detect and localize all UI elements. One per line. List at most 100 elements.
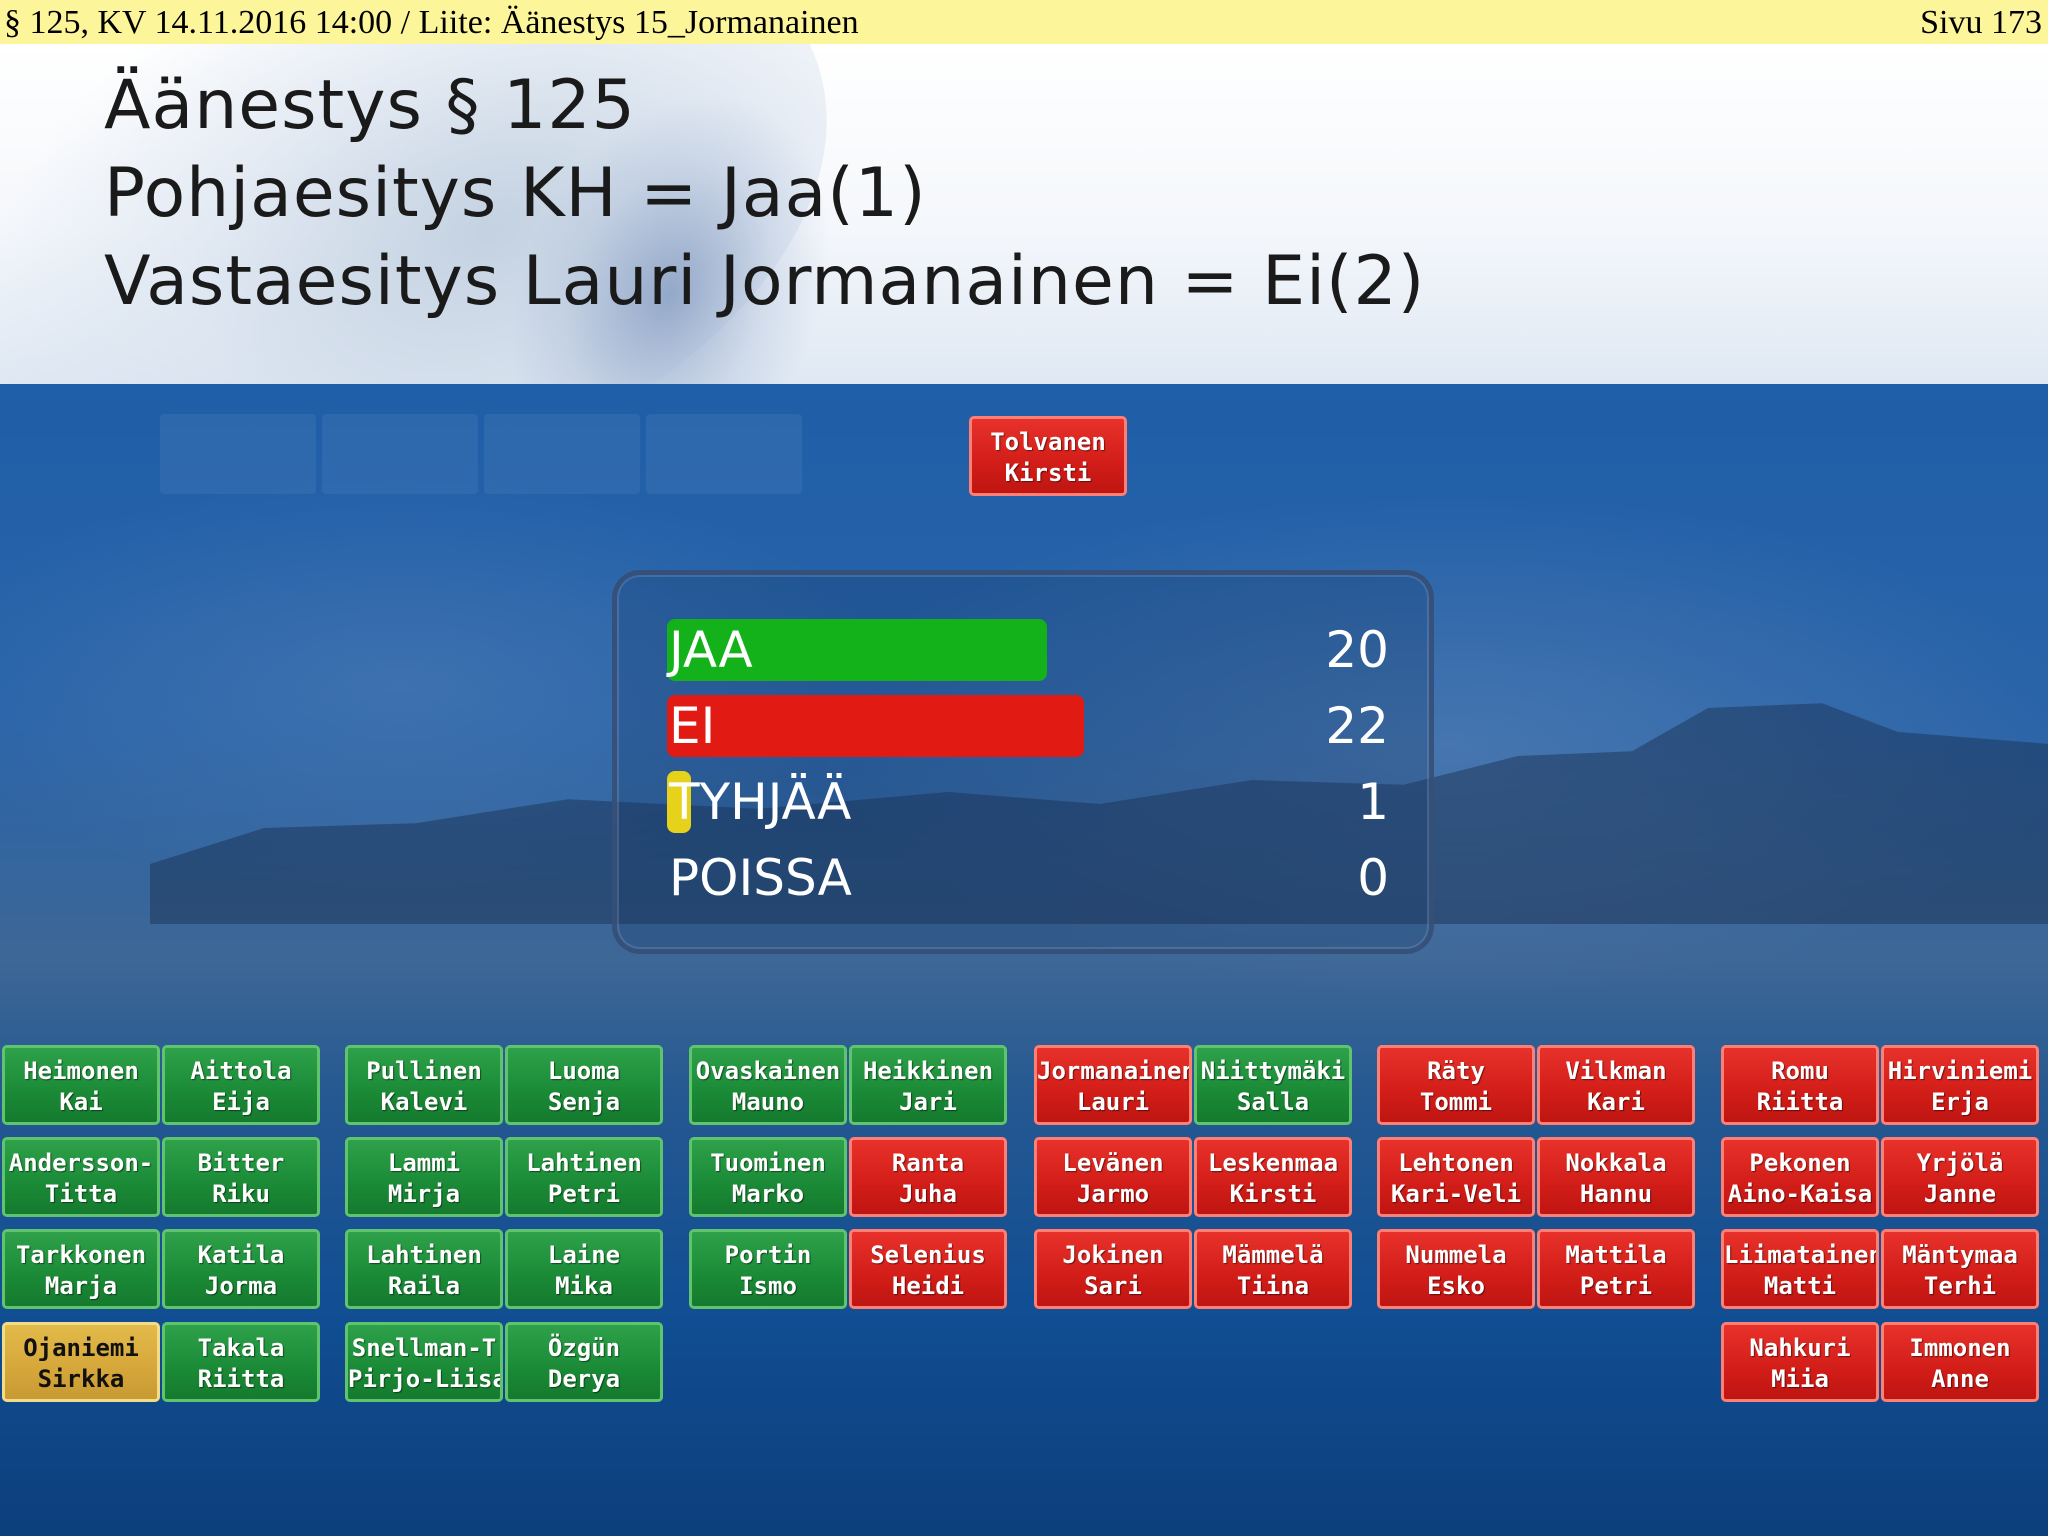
seat-tile: Jormanainen Lauri — [1034, 1045, 1192, 1125]
seat-firstname: Riku — [212, 1180, 270, 1208]
seat-surname: Romu — [1771, 1057, 1829, 1085]
seat-firstname: Petri — [1579, 1272, 1653, 1300]
seat-tile: Romu Riitta — [1721, 1045, 1879, 1125]
result-bar-jaa — [667, 619, 1047, 681]
seat-tile: Mäntymaa Terhi — [1881, 1229, 2039, 1309]
seat-surname: Lahtinen — [526, 1149, 642, 1177]
seat-firstname: Sirkka — [37, 1365, 125, 1393]
seat-surname: Jormanainen — [1037, 1057, 1192, 1085]
seat-surname: Nummela — [1405, 1241, 1507, 1269]
seat-firstname: Janne — [1923, 1180, 1997, 1208]
result-row-tyhjaa: TYHJÄÄ 1 — [667, 767, 1389, 837]
seat-tile: Niittymäki Salla — [1194, 1045, 1352, 1125]
result-label-ei: EI — [669, 697, 716, 755]
seat-surname: Vilkman — [1565, 1057, 1667, 1085]
seat-surname: Selenius — [870, 1241, 986, 1269]
seat-surname: Lehtonen — [1398, 1149, 1514, 1177]
seat-tile: Luoma Senja — [505, 1045, 663, 1125]
seat-tile: Lahtinen Petri — [505, 1137, 663, 1217]
result-bar-tyhjaa — [667, 771, 691, 833]
seat-tile: Mämmelä Tiina — [1194, 1229, 1352, 1309]
document-header: § 125, KV 14.11.2016 14:00 / Liite: Ääne… — [0, 0, 2048, 44]
result-label-poissa: POISSA — [669, 849, 852, 907]
seat-firstname: Raila — [387, 1272, 461, 1300]
result-label-tyhjaa: TYHJÄÄ — [669, 773, 852, 831]
seat-surname: Ovaskainen — [695, 1057, 841, 1085]
seat-tile: Ranta Juha — [849, 1137, 1007, 1217]
seat-surname: Levänen — [1062, 1149, 1164, 1177]
vote-title: Äänestys § 125 — [104, 66, 636, 145]
seat-surname: Aittola — [190, 1057, 292, 1085]
seat-surname: Hirviniemi — [1887, 1057, 2033, 1085]
seat-tile: Tarkkonen Marja — [2, 1229, 160, 1309]
seat-surname: Nokkala — [1565, 1149, 1667, 1177]
seat-firstname: Jari — [899, 1088, 957, 1116]
seat-surname: Immonen — [1909, 1334, 2011, 1362]
result-row-ei: EI 22 — [667, 691, 1389, 761]
seat-firstname: Erja — [1931, 1088, 1989, 1116]
seat-tile: Lahtinen Raila — [345, 1229, 503, 1309]
seat-tile: Räty Tommi — [1377, 1045, 1535, 1125]
seat-tile: Nokkala Hannu — [1537, 1137, 1695, 1217]
seat-firstname: Miia — [1771, 1365, 1829, 1393]
seat-surname: Katila — [197, 1241, 285, 1269]
seat-firstname: Eija — [212, 1088, 270, 1116]
seat-surname: Heimonen — [23, 1057, 139, 1085]
seat-tile: Tuominen Marko — [689, 1137, 847, 1217]
seat-firstname: Juha — [899, 1180, 957, 1208]
seat-firstname: Marko — [731, 1180, 805, 1208]
seat-tile: Vilkman Kari — [1537, 1045, 1695, 1125]
seat-tile: Hirviniemi Erja — [1881, 1045, 2039, 1125]
result-row-poissa: POISSA 0 — [667, 843, 1389, 913]
seat-tile: Ovaskainen Mauno — [689, 1045, 847, 1125]
seat-tile: Andersson- Titta — [2, 1137, 160, 1217]
seat-tile: Ojaniemi Sirkka — [2, 1322, 160, 1402]
page-number: Sivu 173 — [1920, 4, 2042, 41]
seat-tile: Takala Riitta — [162, 1322, 320, 1402]
seat-firstname: Jorma — [204, 1272, 278, 1300]
seat-firstname: Kirsti — [1229, 1180, 1317, 1208]
seat-firstname: Tiina — [1236, 1272, 1310, 1300]
chair-firstname: Kirsti — [1004, 459, 1092, 487]
seat-tile: Leskenmaa Kirsti — [1194, 1137, 1352, 1217]
seat-firstname: Matti — [1763, 1272, 1837, 1300]
base-proposal: Pohjaesitys KH = Jaa(1) — [104, 154, 927, 233]
chair-surname: Tolvanen — [990, 428, 1106, 456]
seat-surname: Lammi — [387, 1149, 461, 1177]
seat-surname: Pekonen — [1749, 1149, 1851, 1177]
seat-surname: Jokinen — [1062, 1241, 1164, 1269]
seat-firstname: Kari-Veli — [1390, 1180, 1522, 1208]
seat-surname: Yrjölä — [1916, 1149, 2004, 1177]
seat-surname: Niittymäki — [1200, 1057, 1346, 1085]
seat-surname: Snellman-T — [351, 1334, 497, 1362]
result-value-poissa: 0 — [1357, 849, 1389, 907]
seat-surname: Ranta — [891, 1149, 965, 1177]
result-value-jaa: 20 — [1325, 621, 1389, 679]
seat-firstname: Terhi — [1923, 1272, 1997, 1300]
seat-firstname: Ismo — [739, 1272, 797, 1300]
seat-firstname: Marja — [44, 1272, 118, 1300]
seat-firstname: Kari — [1587, 1088, 1645, 1116]
seat-surname: Räty — [1427, 1057, 1485, 1085]
seat-tile: Lammi Mirja — [345, 1137, 503, 1217]
counter-proposal: Vastaesitys Lauri Jormanainen = Ei(2) — [104, 242, 1426, 321]
result-bar-ei — [667, 695, 1084, 757]
seat-tile: Selenius Heidi — [849, 1229, 1007, 1309]
seat-firstname: Mika — [555, 1272, 613, 1300]
seat-surname: Luoma — [547, 1057, 621, 1085]
seat-tile: Nahkuri Miia — [1721, 1322, 1879, 1402]
result-value-tyhjaa: 1 — [1357, 773, 1389, 831]
seat-tile: Levänen Jarmo — [1034, 1137, 1192, 1217]
seat-firstname: Heidi — [891, 1272, 965, 1300]
seat-firstname: Petri — [547, 1180, 621, 1208]
seat-tile: Liimatainen Matti — [1721, 1229, 1879, 1309]
seat-surname: Lahtinen — [366, 1241, 482, 1269]
seat-surname: Liimatainen — [1724, 1241, 1879, 1269]
seat-tile: Özgün Derya — [505, 1322, 663, 1402]
seat-tile: Pekonen Aino-Kaisa — [1721, 1137, 1879, 1217]
seat-surname: Laine — [547, 1241, 621, 1269]
seat-firstname: Tommi — [1419, 1088, 1493, 1116]
seat-tile: Snellman-T Pirjo-Liisa — [345, 1322, 503, 1402]
seat-tile: Aittola Eija — [162, 1045, 320, 1125]
result-label-jaa: JAA — [669, 621, 753, 679]
